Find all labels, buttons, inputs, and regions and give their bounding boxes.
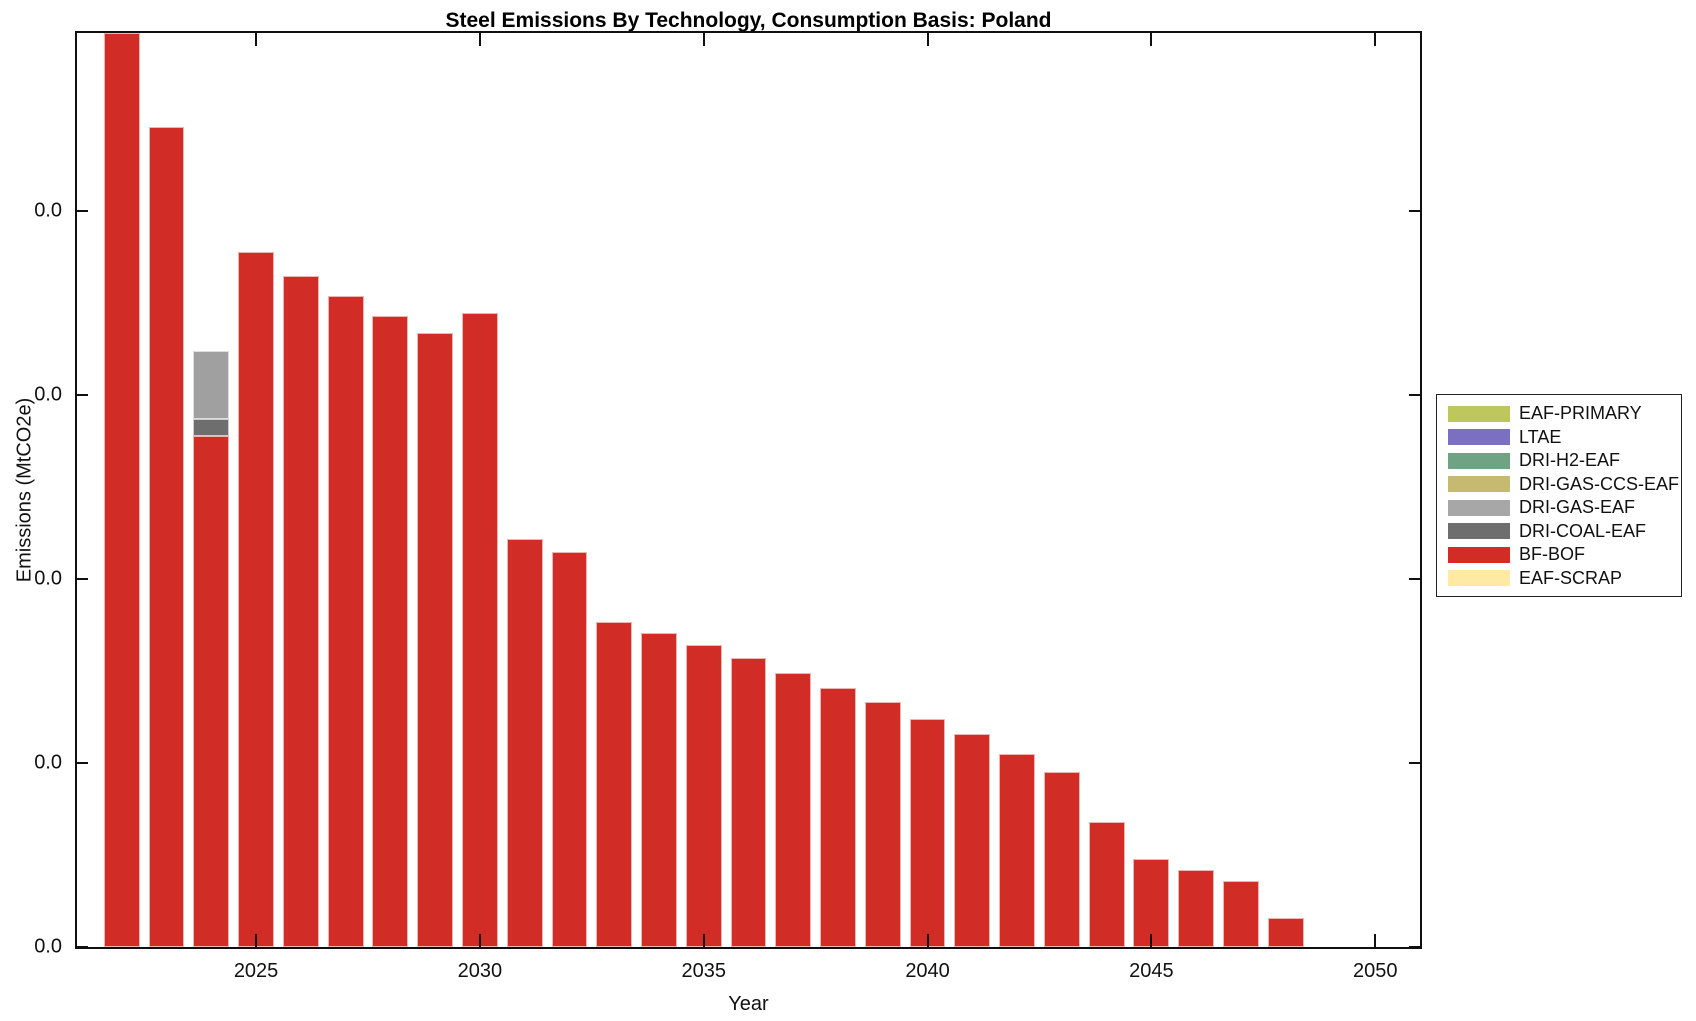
y-tick-mark-right — [1409, 762, 1420, 765]
y-tick-label: 0.0 — [34, 751, 62, 774]
x-tick-mark — [1374, 934, 1377, 947]
bar-segment-bf-bof-2032 — [551, 551, 588, 947]
legend-item-dri-gas-eaf: DRI-GAS-EAF — [1448, 496, 1681, 520]
x-tick-mark-top — [702, 33, 705, 46]
bar-segment-bf-bof-2030 — [461, 312, 498, 947]
y-tick-label: 0.0 — [34, 383, 62, 406]
y-tick-mark — [77, 210, 88, 213]
y-tick-mark — [77, 578, 88, 581]
x-tick-mark-top — [478, 33, 481, 46]
legend-label: DRI-H2-EAF — [1519, 450, 1621, 471]
bar-segment-bf-bof-2028 — [372, 316, 409, 947]
bar-segment-dri-coal-eaf-2024 — [193, 419, 230, 436]
plot-area — [75, 31, 1422, 949]
legend-item-eaf-primary: EAF-PRIMARY — [1448, 402, 1681, 426]
legend: EAF-PRIMARY LTAE DRI-H2-EAF DRI-GAS-CCS-EAF… — [1436, 394, 1682, 597]
bar-segment-bf-bof-2033 — [596, 621, 633, 947]
bar-segment-bf-bof-2039 — [864, 702, 901, 947]
chart-title: Steel Emissions By Technology, Consumpti… — [445, 9, 1052, 32]
y-tick-label: 0.0 — [34, 199, 62, 222]
legend-label: DRI-GAS-EAF — [1519, 497, 1636, 518]
legend-label: DRI-GAS-CCS-EAF — [1519, 473, 1680, 494]
x-axis-label: Year — [728, 993, 769, 1015]
bar-segment-dri-gas-eaf-2024 — [193, 351, 230, 420]
legend-label: EAF-SCRAP — [1519, 567, 1623, 588]
bar-segment-bf-bof-2031 — [506, 538, 543, 947]
bar-segment-bf-bof-2027 — [327, 295, 364, 947]
y-tick-mark-right — [1409, 578, 1420, 581]
y-tick-mark — [77, 946, 88, 948]
bar-segment-bf-bof-2042 — [999, 753, 1035, 947]
legend-item-eaf-scrap: EAF-SCRAP — [1448, 567, 1681, 591]
legend-swatch — [1448, 476, 1510, 493]
x-tick-mark — [255, 934, 258, 947]
x-tick-label: 2040 — [905, 960, 950, 982]
bar-segment-bf-bof-2024 — [193, 435, 230, 947]
y-tick-label: 0.0 — [34, 567, 62, 590]
bar-segment-bf-bof-2047 — [1223, 880, 1259, 947]
bar-segment-bf-bof-2037 — [775, 672, 812, 947]
legend-item-ltae: LTAE — [1448, 426, 1681, 450]
bar-segment-bf-bof-2046 — [1178, 869, 1215, 947]
bar-segment-bf-bof-2038 — [820, 687, 856, 947]
y-tick-mark-right — [1409, 946, 1420, 948]
x-tick-mark-top — [1150, 33, 1153, 46]
legend-swatch — [1448, 429, 1510, 446]
legend-swatch — [1448, 499, 1510, 516]
x-tick-label: 2030 — [457, 960, 503, 982]
y-tick-mark-right — [1409, 210, 1420, 213]
legend-item-dri-h2-eaf: DRI-H2-EAF — [1448, 449, 1681, 473]
legend-item-dri-gas-ccs-eaf: DRI-GAS-CCS-EAF — [1448, 473, 1681, 497]
legend-label: DRI-COAL-EAF — [1519, 520, 1647, 541]
legend-swatch — [1448, 523, 1510, 540]
x-tick-mark-top — [255, 33, 258, 46]
bar-segment-bf-bof-2023 — [148, 126, 185, 947]
x-tick-mark-top — [926, 33, 929, 46]
y-tick-mark — [77, 394, 88, 397]
x-tick-label: 2050 — [1352, 960, 1398, 982]
legend-label: BF-BOF — [1519, 544, 1585, 565]
bar-segment-bf-bof-2025 — [238, 251, 274, 947]
legend-swatch — [1448, 570, 1510, 587]
legend-label: LTAE — [1519, 426, 1562, 447]
legend-swatch — [1448, 405, 1510, 422]
x-tick-mark — [478, 934, 481, 947]
bar-segment-bf-bof-2041 — [954, 733, 991, 947]
legend-item-dri-coal-eaf: DRI-COAL-EAF — [1448, 520, 1681, 544]
bar-segment-bf-bof-2036 — [730, 658, 767, 947]
legend-swatch — [1448, 546, 1510, 563]
y-tick-mark-right — [1409, 394, 1420, 397]
bar-segment-bf-bof-2022 — [103, 33, 140, 947]
x-tick-label: 2045 — [1129, 960, 1174, 982]
y-axis-label: Emissions (MtCO2e) — [13, 397, 36, 583]
x-tick-mark — [1150, 934, 1153, 947]
bar-segment-bf-bof-2044 — [1088, 821, 1125, 947]
bar-segment-bf-bof-2040 — [909, 718, 946, 947]
x-tick-label: 2035 — [681, 960, 726, 982]
y-tick-label: 0.0 — [34, 935, 62, 958]
legend-item-bf-bof: BF-BOF — [1448, 543, 1681, 567]
bar-segment-bf-bof-2029 — [417, 332, 454, 947]
bar-segment-bf-bof-2035 — [685, 645, 722, 947]
bar-segment-bf-bof-2048 — [1267, 917, 1304, 947]
bar-segment-bf-bof-2026 — [282, 275, 319, 947]
legend-label: EAF-PRIMARY — [1519, 403, 1642, 424]
x-tick-mark-top — [1374, 33, 1377, 46]
x-tick-label: 2025 — [233, 960, 279, 982]
bar-segment-bf-bof-2043 — [1043, 772, 1080, 947]
x-tick-mark — [926, 934, 929, 947]
y-tick-mark — [77, 762, 88, 765]
x-tick-mark — [702, 934, 705, 947]
legend-swatch — [1448, 452, 1510, 469]
bar-segment-bf-bof-2034 — [641, 632, 677, 947]
